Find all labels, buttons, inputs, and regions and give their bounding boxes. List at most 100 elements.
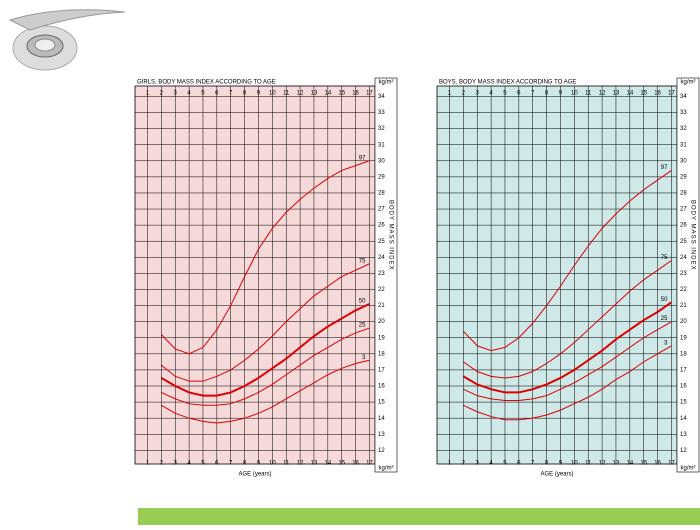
- y-tick-label: 12: [680, 448, 687, 454]
- x-tick-label: 16: [352, 461, 359, 467]
- x-tick-label: 9: [257, 461, 261, 467]
- x-tick-label: 4: [489, 461, 493, 467]
- y-tick-label: 19: [680, 335, 687, 341]
- y-tick-label: 29: [378, 174, 385, 180]
- x-tick-label: 2: [462, 91, 466, 97]
- x-tick-label: 4: [187, 461, 191, 467]
- percentile-line: [463, 260, 672, 379]
- x-tick-label: 11: [585, 91, 592, 97]
- y-tick-label: 23: [378, 271, 385, 277]
- y-tick-label: 28: [680, 191, 687, 197]
- unit-label: kg/m²: [379, 466, 394, 472]
- x-tick-label: 15: [640, 91, 647, 97]
- x-tick-label: 1: [448, 461, 452, 467]
- x-tick-label: 10: [571, 461, 578, 467]
- x-tick-label: 13: [311, 461, 318, 467]
- x-tick-label: 14: [324, 91, 331, 97]
- x-tick-label: 12: [297, 461, 304, 467]
- x-tick-label: 13: [613, 91, 620, 97]
- side-label: BODY MASS INDEX: [689, 200, 695, 271]
- y-tick-label: 18: [680, 351, 687, 357]
- y-tick-label: 31: [378, 142, 385, 148]
- chart-title: GIRLS, BODY MASS INDEX ACCORDING TO AGE: [137, 80, 276, 86]
- y-tick-label: 16: [680, 384, 687, 390]
- x-tick-label: 17: [366, 91, 373, 97]
- series-label: 3: [362, 355, 366, 361]
- y-tick-label: 32: [680, 126, 687, 132]
- y-tick-label: 27: [680, 207, 687, 213]
- y-tick-label: 14: [378, 416, 385, 422]
- x-tick-label: 8: [545, 461, 549, 467]
- percentile-line: [160, 160, 370, 355]
- x-tick-label: 14: [626, 91, 633, 97]
- percentile-line: [463, 345, 672, 421]
- x-tick-label: 5: [201, 91, 205, 97]
- x-tick-label: 17: [668, 91, 675, 97]
- percentile-line: [160, 303, 370, 397]
- x-tick-label: 6: [215, 91, 219, 97]
- x-tick-label: 3: [174, 91, 178, 97]
- x-tick-label: 14: [324, 461, 331, 467]
- x-tick-label: 6: [215, 461, 219, 467]
- unit-label: kg/m²: [379, 80, 394, 86]
- x-tick-label: 11: [585, 461, 592, 467]
- percentile-line: [161, 327, 370, 406]
- x-tick-label: 4: [187, 91, 191, 97]
- x-tick-label: 13: [613, 461, 620, 467]
- x-tick-label: 7: [229, 461, 233, 467]
- x-axis-label: AGE (years): [540, 472, 573, 478]
- x-tick-label: 16: [352, 91, 359, 97]
- y-tick-label: 15: [680, 400, 687, 406]
- y-tick-label: 20: [378, 319, 385, 325]
- x-tick-label: 2: [160, 91, 164, 97]
- x-tick-label: 10: [269, 91, 276, 97]
- y-tick-label: 21: [378, 303, 385, 309]
- x-tick-label: 15: [640, 461, 647, 467]
- x-tick-label: 3: [476, 461, 480, 467]
- x-tick-label: 15: [338, 91, 345, 97]
- y-tick-label: 33: [378, 110, 385, 116]
- y-tick-label: 30: [378, 158, 385, 164]
- x-tick-label: 6: [517, 91, 521, 97]
- logo: [8, 9, 126, 71]
- x-tick-label: 17: [366, 461, 373, 467]
- percentile-line: [462, 170, 672, 352]
- x-tick-label: 7: [531, 91, 535, 97]
- x-tick-label: 15: [338, 461, 345, 467]
- series-label: 75: [661, 255, 668, 261]
- x-tick-label: 13: [311, 91, 318, 97]
- x-tick-label: 14: [626, 461, 633, 467]
- y-tick-label: 17: [680, 367, 687, 373]
- y-tick-label: 20: [680, 319, 687, 325]
- x-tick-label: 1: [448, 91, 452, 97]
- y-tick-label: 26: [680, 223, 687, 229]
- y-tick-label: 13: [378, 432, 385, 438]
- plot-background: [134, 85, 376, 465]
- y-tick-label: 15: [378, 400, 385, 406]
- unit-label: kg/m²: [681, 466, 696, 472]
- y-tick-label: 24: [680, 255, 687, 261]
- x-tick-label: 8: [243, 461, 247, 467]
- series-label: 97: [359, 155, 366, 161]
- x-tick-label: 16: [654, 91, 661, 97]
- y-tick-label: 18: [378, 351, 385, 357]
- x-tick-label: 3: [476, 91, 480, 97]
- x-tick-label: 5: [503, 461, 507, 467]
- x-tick-label: 9: [559, 461, 563, 467]
- x-tick-label: 5: [503, 91, 507, 97]
- series-label: 75: [359, 258, 366, 264]
- x-tick-label: 17: [668, 461, 675, 467]
- x-tick-label: 12: [297, 91, 304, 97]
- x-tick-label: 4: [489, 91, 493, 97]
- x-tick-label: 12: [599, 91, 606, 97]
- y-tick-label: 13: [680, 432, 687, 438]
- y-tick-label: 17: [378, 367, 385, 373]
- y-tick-label: 14: [680, 416, 687, 422]
- x-tick-label: 8: [545, 91, 549, 97]
- x-axis-label: AGE (years): [238, 472, 271, 478]
- x-tick-label: 5: [201, 461, 205, 467]
- x-tick-label: 9: [257, 91, 261, 97]
- side-label: BODY MASS INDEX: [387, 200, 393, 271]
- x-tick-label: 6: [517, 461, 521, 467]
